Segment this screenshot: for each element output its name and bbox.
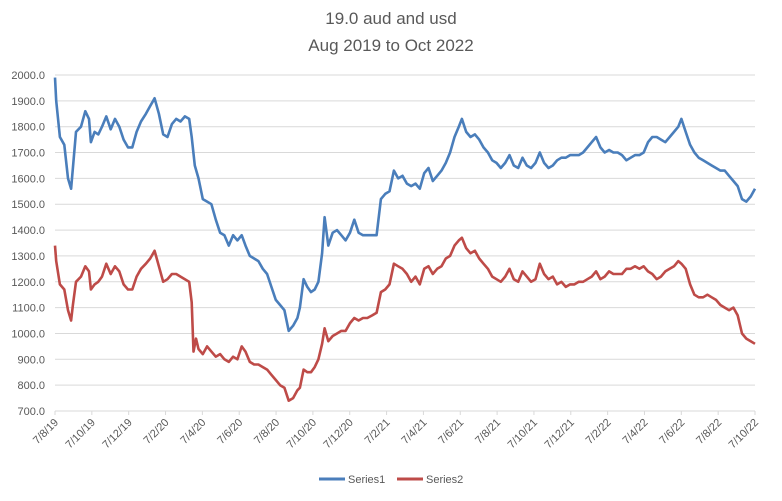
- x-tick-label: 7/6/20: [215, 417, 245, 447]
- x-tick-label: 7/10/22: [727, 417, 761, 451]
- y-tick-label: 1600.0: [11, 173, 45, 185]
- y-tick-label: 800.0: [17, 380, 45, 392]
- y-tick-label: 1800.0: [11, 122, 45, 134]
- x-tick-label: 7/4/21: [399, 417, 429, 447]
- x-tick-label: 7/10/21: [506, 417, 540, 451]
- chart-subtitle: Aug 2019 to Oct 2022: [308, 36, 473, 55]
- x-tick-label: 7/12/19: [100, 417, 134, 451]
- x-tick-label: 7/8/22: [694, 417, 724, 447]
- y-tick-label: 1500.0: [11, 199, 45, 211]
- x-tick-label: 7/12/20: [321, 417, 355, 451]
- y-tick-label: 1400.0: [11, 225, 45, 237]
- x-tick-label: 7/2/20: [142, 417, 172, 447]
- x-tick-label: 7/6/22: [657, 417, 687, 447]
- y-tick-label: 1900.0: [11, 96, 45, 108]
- series-line-series2: [53, 236, 756, 403]
- x-tick-label: 7/2/21: [363, 417, 393, 447]
- x-axis-tick-labels: 7/8/19 7/10/19 7/12/19 7/2/20 7/4/20 7/6/20 7/…: [31, 411, 761, 451]
- y-tick-label: 900.0: [17, 354, 45, 366]
- x-tick-label: 7/4/22: [620, 417, 650, 447]
- y-tick-label: 1000.0: [11, 328, 45, 340]
- series-line-series1: [53, 77, 757, 333]
- legend: Series1 Series2: [319, 474, 463, 486]
- x-tick-label: 7/8/20: [252, 417, 282, 447]
- legend-label-series2: Series2: [426, 474, 463, 486]
- x-tick-label: 7/10/19: [64, 417, 98, 451]
- x-tick-label: 7/8/19: [31, 417, 61, 447]
- x-tick-label: 7/4/20: [178, 417, 208, 447]
- y-tick-label: 700.0: [17, 406, 45, 418]
- series-lines: [53, 77, 757, 403]
- y-tick-label: 1200.0: [11, 277, 45, 289]
- x-tick-label: 7/2/22: [584, 417, 614, 447]
- y-tick-label: 2000.0: [11, 70, 45, 82]
- legend-label-series1: Series1: [348, 474, 385, 486]
- y-axis-tick-labels: 700.0 800.0 900.0 1000.0 1100.0 1200.0 1300.0 1…: [11, 70, 45, 418]
- y-tick-label: 1700.0: [11, 148, 45, 160]
- x-tick-label: 7/10/20: [285, 417, 319, 451]
- x-tick-label: 7/8/21: [473, 417, 503, 447]
- y-tick-label: 1300.0: [11, 251, 45, 263]
- chart-title: 19.0 aud and usd: [325, 9, 456, 28]
- x-tick-label: 7/12/21: [542, 417, 576, 451]
- x-tick-label: 7/6/21: [436, 417, 466, 447]
- y-tick-label: 1100.0: [12, 303, 45, 315]
